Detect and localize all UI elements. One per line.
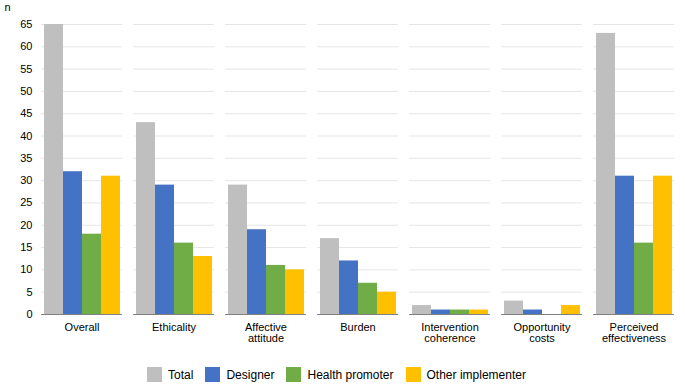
svg-text:45: 45 [20,107,32,119]
svg-text:60: 60 [20,40,32,52]
svg-text:55: 55 [20,63,32,75]
svg-text:Affectiveattitude: Affectiveattitude [245,321,287,344]
svg-text:50: 50 [20,85,32,97]
html-text:Health promoter: Health promoter [307,367,394,382]
svg-text:Opportunitycosts: Opportunitycosts [514,321,571,344]
html-text:Total: Total [168,367,194,382]
svg-text:25: 25 [20,196,32,208]
svg-text:Perceivedeffectiveness: Perceivedeffectiveness [602,321,667,344]
svg-text:10: 10 [20,263,32,275]
svg-text:0: 0 [26,308,32,320]
svg-text:35: 35 [20,152,32,164]
svg-text:40: 40 [20,130,32,142]
svg-text:30: 30 [20,174,32,186]
svg-text:65: 65 [20,18,32,30]
html-text:Other implementer: Other implementer [426,367,526,382]
html-text:Designer: Designer [226,367,275,382]
svg-text:15: 15 [20,241,32,253]
svg-text:n: n [5,1,11,13]
svg-text:Interventioncoherence: Interventioncoherence [421,321,478,344]
svg-text:Burden: Burden [340,321,375,333]
svg-text:5: 5 [26,286,32,298]
svg-text:Ethicality: Ethicality [152,321,197,333]
svg-text:20: 20 [20,219,32,231]
svg-text:Overall: Overall [65,321,100,333]
